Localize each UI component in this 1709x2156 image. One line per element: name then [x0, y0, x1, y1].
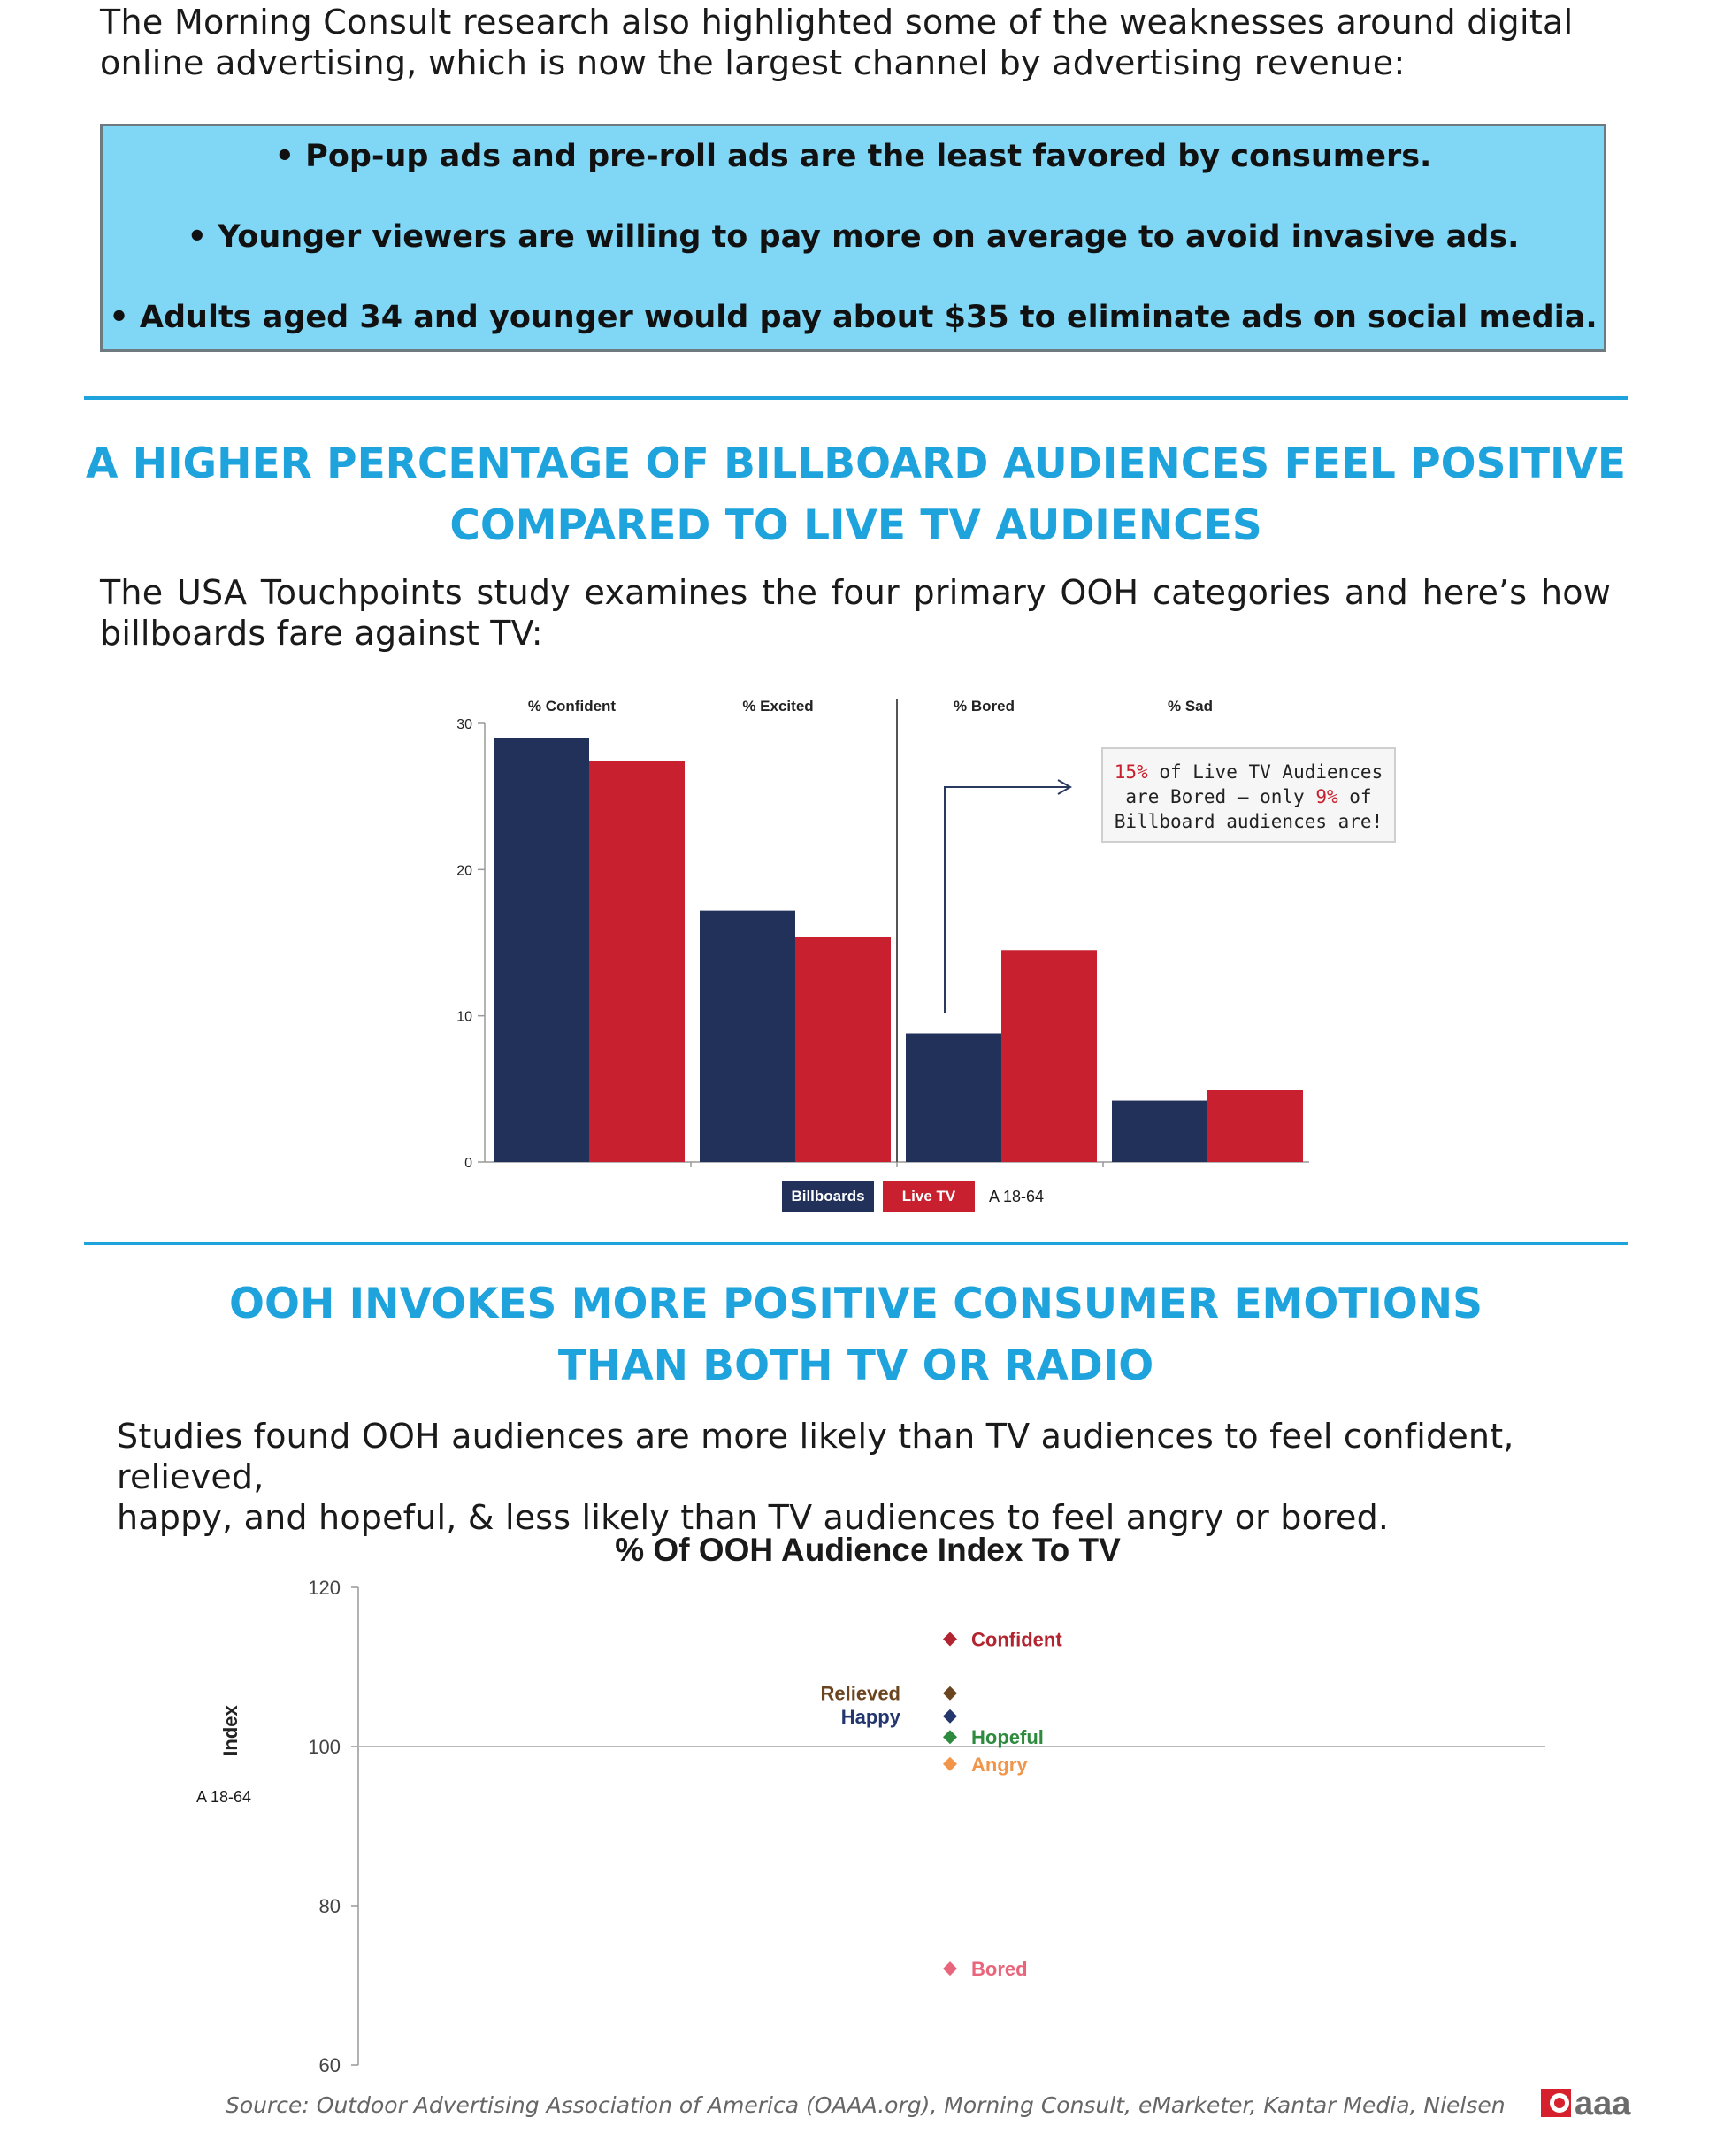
bored-callout: 15% of Live TV Audiences are Bored – onl… — [1101, 747, 1396, 843]
scatter-y-tick-label: 60 — [319, 2054, 341, 2076]
bar-billboards — [494, 738, 589, 1162]
scatter-label-relieved: Relieved — [821, 1683, 901, 1705]
section-body: The USA Touchpoints study examines the f… — [100, 573, 1611, 653]
scatter-point-hopeful — [943, 1730, 957, 1745]
bar-live-tv — [1207, 1089, 1303, 1162]
scatter-label-confident: Confident — [971, 1629, 1062, 1651]
y-tick-label: 20 — [456, 863, 472, 878]
category-label: % Excited — [742, 698, 813, 715]
finding-item: • Pop-up ads and pre-roll ads are the le… — [274, 139, 1432, 174]
scatter-y-label: Index — [219, 1705, 241, 1756]
category-label: % Sad — [1168, 698, 1213, 715]
legend-billboards: Billboards — [782, 1181, 874, 1212]
section-divider — [84, 396, 1628, 400]
scatter-y-tick-label: 120 — [308, 1577, 341, 1599]
bar-live-tv — [1001, 950, 1097, 1162]
y-tick-label: 30 — [456, 717, 472, 732]
bar-billboards — [906, 1033, 1001, 1162]
heading-line: COMPARED TO LIVE TV AUDIENCES — [449, 501, 1262, 550]
callout-highlight: 15% — [1114, 761, 1148, 783]
scatter-label-bored: Bored — [971, 1958, 1028, 1980]
section-heading: A HIGHER PERCENTAGE OF BILLBOARD AUDIENC… — [84, 433, 1628, 557]
y-tick-label: 0 — [464, 1156, 472, 1171]
scatter-note: A 18-64 — [196, 1788, 252, 1806]
bar-billboards — [1112, 1100, 1207, 1162]
bar-live-tv — [795, 937, 891, 1162]
scatter-y-tick-label: 100 — [308, 1736, 341, 1758]
legend-live-tv: Live TV — [883, 1181, 975, 1212]
scatter-label-happy: Happy — [841, 1706, 901, 1728]
y-tick-label: 10 — [456, 1010, 472, 1025]
heading-line: OOH INVOKES MORE POSITIVE CONSUMER EMOTI… — [229, 1280, 1483, 1328]
legend-note: A 18-64 — [989, 1188, 1045, 1205]
section-body: Studies found OOH audiences are more lik… — [117, 1417, 1514, 1537]
arrow-head-icon — [1057, 779, 1073, 795]
section-divider — [84, 1242, 1628, 1245]
callout-highlight: 9% — [1315, 786, 1338, 807]
finding-item: • Younger viewers are willing to pay mor… — [187, 219, 1520, 255]
section-heading: OOH INVOKES MORE POSITIVE CONSUMER EMOTI… — [84, 1273, 1628, 1397]
scatter-y-tick-label: 80 — [319, 1895, 341, 1917]
key-findings-box: • Pop-up ads and pre-roll ads are the le… — [100, 124, 1606, 352]
heading-line: A HIGHER PERCENTAGE OF BILLBOARD AUDIENC… — [86, 440, 1626, 488]
source-citation: Source: Outdoor Advertising Association … — [226, 2092, 1506, 2118]
scatter-point-bored — [943, 1961, 957, 1976]
scatter-point-confident — [943, 1632, 957, 1647]
finding-item: • Adults aged 34 and younger would pay a… — [109, 300, 1598, 335]
scatter-title: % Of OOH Audience Index To TV — [615, 1532, 1121, 1568]
bar-billboards — [700, 910, 795, 1162]
svg-text:aaa: aaa — [1575, 2085, 1631, 2122]
annotation-arrow — [944, 786, 1069, 1013]
heading-line: THAN BOTH TV OR RADIO — [557, 1342, 1154, 1390]
oaaa-logo-mark: aaa — [1541, 2085, 1631, 2122]
bar-live-tv — [589, 761, 685, 1162]
category-label: % Bored — [954, 698, 1015, 715]
scatter-point-happy — [943, 1709, 957, 1724]
oaaa-logo: aaa — [1539, 2085, 1663, 2129]
scatter-point-angry — [943, 1756, 957, 1771]
category-label: % Confident — [528, 698, 616, 715]
scatter-label-hopeful: Hopeful — [971, 1726, 1044, 1748]
intro-paragraph: The Morning Consult research also highli… — [100, 3, 1574, 82]
scatter-label-angry: Angry — [971, 1754, 1028, 1776]
scatter-point-relieved — [943, 1686, 957, 1701]
